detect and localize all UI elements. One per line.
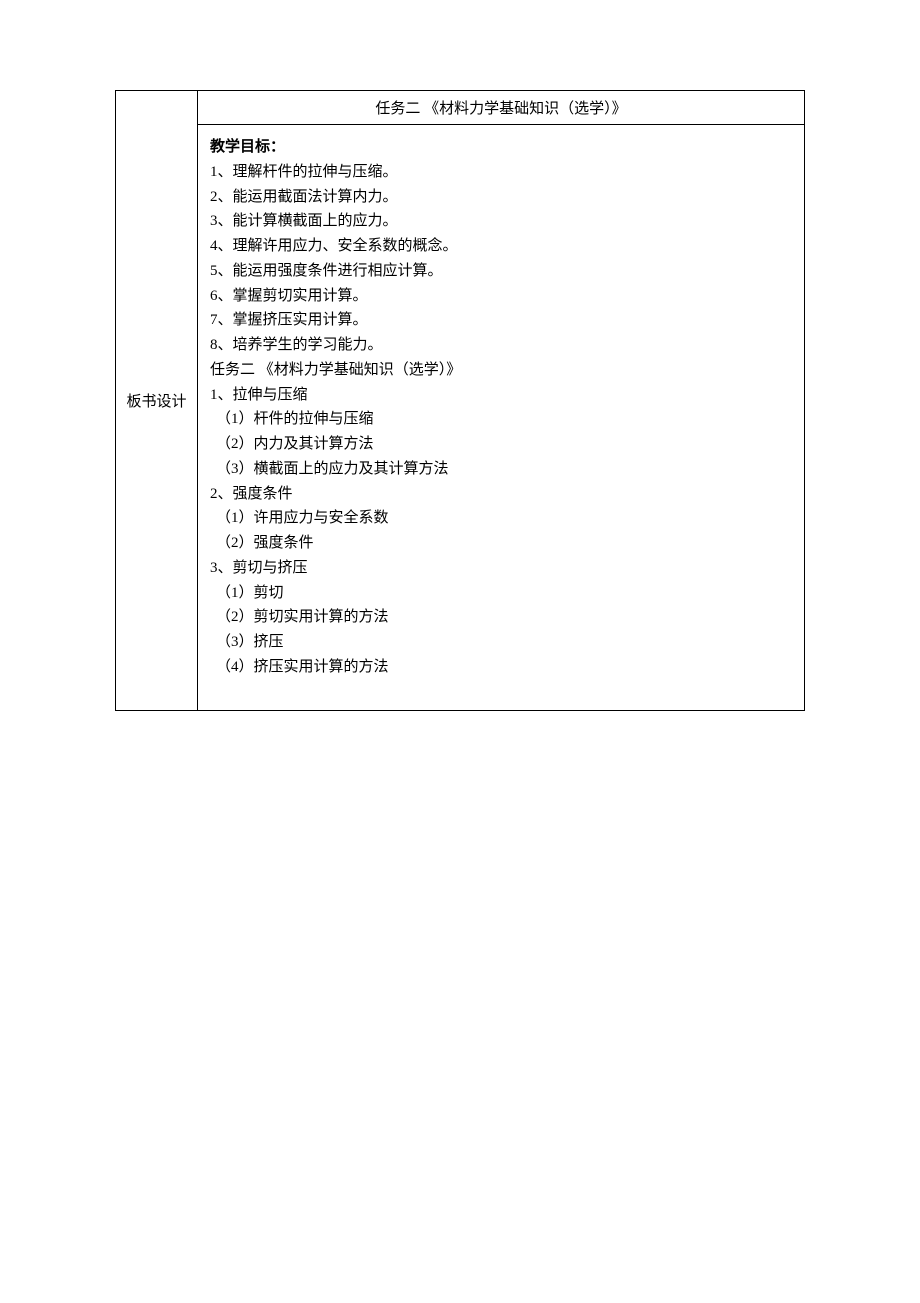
section2-item2: （2）强度条件 [210, 531, 792, 556]
section3-item4: （4）挤压实用计算的方法 [210, 655, 792, 680]
objective-8: 8、培养学生的学习能力。 [210, 333, 792, 358]
document-table: 板书设计 任务二 《材料力学基础知识（选学）》 教学目标： 1、理解杆件的拉伸与… [115, 90, 805, 711]
objective-3: 3、能计算横截面上的应力。 [210, 209, 792, 234]
section3-item3: （3）挤压 [210, 630, 792, 655]
objective-4: 4、理解许用应力、安全系数的概念。 [210, 234, 792, 259]
objective-6: 6、掌握剪切实用计算。 [210, 284, 792, 309]
objective-1: 1、理解杆件的拉伸与压缩。 [210, 160, 792, 185]
heading-objectives: 教学目标： [210, 135, 792, 160]
section1-item2: （2）内力及其计算方法 [210, 432, 792, 457]
left-label-cell: 板书设计 [116, 91, 198, 711]
left-label-text: 板书设计 [126, 394, 186, 410]
objective-7: 7、掌握挤压实用计算。 [210, 308, 792, 333]
task-line: 任务二 《材料力学基础知识（选学）》 [210, 358, 792, 383]
section3-title: 3、剪切与挤压 [210, 556, 792, 581]
section2-title: 2、强度条件 [210, 482, 792, 507]
right-content-cell: 任务二 《材料力学基础知识（选学）》 教学目标： 1、理解杆件的拉伸与压缩。 2… [198, 91, 805, 711]
section1-item3: （3）横截面上的应力及其计算方法 [210, 457, 792, 482]
objective-2: 2、能运用截面法计算内力。 [210, 185, 792, 210]
content-area: 教学目标： 1、理解杆件的拉伸与压缩。 2、能运用截面法计算内力。 3、能计算横… [198, 125, 804, 710]
title-row: 任务二 《材料力学基础知识（选学）》 [198, 91, 804, 125]
section1-title: 1、拉伸与压缩 [210, 383, 792, 408]
section3-item2: （2）剪切实用计算的方法 [210, 605, 792, 630]
objective-5: 5、能运用强度条件进行相应计算。 [210, 259, 792, 284]
section1-item1: （1）杆件的拉伸与压缩 [210, 407, 792, 432]
section2-item1: （1）许用应力与安全系数 [210, 506, 792, 531]
table-main-row: 板书设计 任务二 《材料力学基础知识（选学）》 教学目标： 1、理解杆件的拉伸与… [116, 91, 805, 711]
title-text: 任务二 《材料力学基础知识（选学）》 [375, 101, 626, 117]
section3-item1: （1）剪切 [210, 581, 792, 606]
